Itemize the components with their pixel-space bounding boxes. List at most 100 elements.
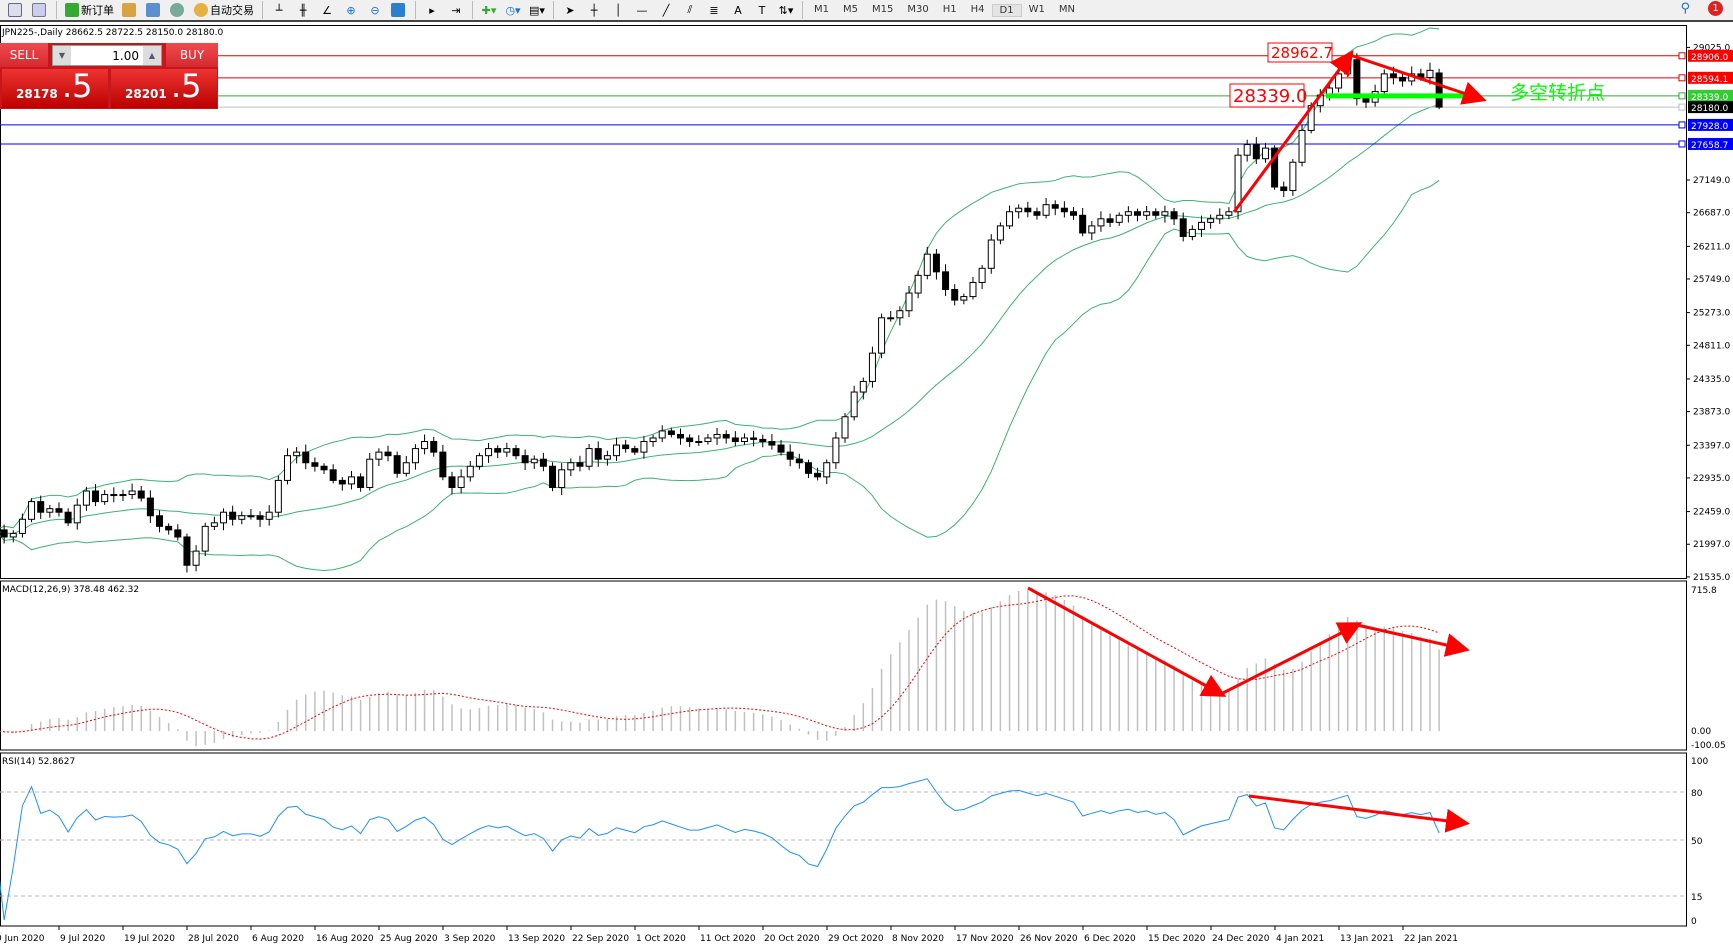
candle[interactable] xyxy=(786,451,794,460)
candle[interactable] xyxy=(530,458,538,464)
candle[interactable] xyxy=(576,462,584,467)
timeframe-m5[interactable]: M5 xyxy=(843,3,858,15)
line-handle[interactable] xyxy=(1678,140,1686,148)
candle[interactable] xyxy=(156,515,164,527)
vertical-line-icon[interactable]: │ xyxy=(614,3,622,17)
buy-button[interactable]: BUY xyxy=(166,43,218,67)
candle[interactable] xyxy=(357,476,365,488)
candle[interactable] xyxy=(750,437,758,440)
timeframe-mn[interactable]: MN xyxy=(1058,3,1075,15)
candle[interactable] xyxy=(302,451,310,464)
text-label-icon[interactable]: T xyxy=(758,3,766,17)
candle[interactable] xyxy=(978,267,986,283)
line-handle[interactable] xyxy=(1678,121,1686,129)
candle[interactable] xyxy=(1298,129,1306,163)
candle[interactable] xyxy=(366,458,374,488)
candle[interactable] xyxy=(73,504,81,524)
candle[interactable] xyxy=(201,525,209,552)
lot-decrease-button[interactable]: ▼ xyxy=(53,46,71,65)
candle[interactable] xyxy=(1152,211,1160,216)
candle[interactable] xyxy=(804,462,812,474)
zoom-in-icon[interactable]: ⊕ xyxy=(346,3,356,17)
candle[interactable] xyxy=(823,462,831,478)
candle[interactable] xyxy=(613,444,621,457)
auto-scroll-icon[interactable]: ▸ xyxy=(429,3,435,17)
candle[interactable] xyxy=(905,292,913,312)
new-order-button[interactable]: 新订单 xyxy=(63,1,116,19)
candle[interactable] xyxy=(740,437,748,443)
equidistant-channel-icon[interactable]: ⫽ xyxy=(687,3,693,16)
candle[interactable] xyxy=(1362,98,1370,103)
candle[interactable] xyxy=(1070,211,1078,216)
candle[interactable] xyxy=(960,296,968,301)
candle[interactable] xyxy=(256,515,264,520)
candle[interactable] xyxy=(594,448,602,460)
candle[interactable] xyxy=(1207,218,1215,223)
candle[interactable] xyxy=(996,225,1004,241)
timeframe-w1[interactable]: W1 xyxy=(1028,3,1045,15)
candle[interactable] xyxy=(375,451,383,460)
candle[interactable] xyxy=(850,391,858,418)
candle[interactable] xyxy=(439,451,447,478)
candle[interactable] xyxy=(28,501,36,520)
zoom-out-icon[interactable]: ⊖ xyxy=(370,3,380,17)
candle[interactable] xyxy=(119,494,127,497)
candle[interactable] xyxy=(686,437,694,443)
candle[interactable] xyxy=(914,274,922,294)
candle[interactable] xyxy=(18,518,26,534)
candle[interactable] xyxy=(1024,207,1032,213)
candle[interactable] xyxy=(475,455,483,467)
macd-divergence-arrow[interactable] xyxy=(1356,623,1470,657)
candle[interactable] xyxy=(347,476,355,485)
lot-size-input[interactable]: ▼ 1.00 ▲ xyxy=(52,45,162,66)
candle[interactable] xyxy=(1380,73,1388,93)
lot-value[interactable]: 1.00 xyxy=(112,48,139,63)
candle[interactable] xyxy=(1097,218,1105,227)
candle[interactable] xyxy=(722,433,730,439)
candle[interactable] xyxy=(320,465,328,471)
candle[interactable] xyxy=(457,476,465,488)
candle[interactable] xyxy=(274,479,282,513)
horizontal-line-icon[interactable]: — xyxy=(636,3,648,17)
candle[interactable] xyxy=(37,501,45,513)
candle[interactable] xyxy=(731,437,739,443)
candle[interactable] xyxy=(265,511,273,520)
candle[interactable] xyxy=(951,289,959,301)
line-chart-icon[interactable]: ∠ xyxy=(322,3,332,17)
candle[interactable] xyxy=(55,508,63,513)
candle[interactable] xyxy=(1225,211,1233,216)
candle[interactable] xyxy=(1389,73,1397,78)
auto-trade-button[interactable]: 自动交易 xyxy=(192,1,256,19)
candle[interactable] xyxy=(1252,144,1260,160)
signals-button[interactable] xyxy=(168,1,188,19)
candle[interactable] xyxy=(777,444,785,453)
candle[interactable] xyxy=(311,462,319,467)
candle[interactable] xyxy=(1271,147,1279,188)
candle[interactable] xyxy=(1335,73,1343,89)
candle[interactable] xyxy=(110,494,118,497)
terminal-button[interactable] xyxy=(144,1,164,19)
fibonacci-icon[interactable]: ≣ xyxy=(709,3,719,17)
bar-chart-icon[interactable]: ┴ xyxy=(275,3,283,17)
candle[interactable] xyxy=(146,497,154,517)
candle[interactable] xyxy=(1143,211,1151,216)
candle[interactable] xyxy=(704,437,712,443)
candle[interactable] xyxy=(220,511,227,524)
candle[interactable] xyxy=(631,448,639,453)
buy-price[interactable]: 28201 .5 xyxy=(111,67,217,108)
navigator-button[interactable] xyxy=(120,1,140,19)
sell-price[interactable]: 28178 .5 xyxy=(2,67,108,108)
candle[interactable] xyxy=(1188,228,1196,237)
candle[interactable] xyxy=(448,476,456,488)
candle[interactable] xyxy=(622,444,630,450)
candle[interactable] xyxy=(1243,144,1251,156)
candlestick-icon[interactable]: ╫ xyxy=(299,3,307,17)
candle[interactable] xyxy=(421,441,429,450)
candle[interactable] xyxy=(192,550,200,566)
uptrend-arrow[interactable] xyxy=(1232,50,1354,213)
candle[interactable] xyxy=(832,437,840,464)
candle[interactable] xyxy=(1079,214,1087,234)
candle[interactable] xyxy=(585,448,593,467)
candle[interactable] xyxy=(539,458,547,467)
sell-button[interactable]: SELL xyxy=(0,43,48,67)
